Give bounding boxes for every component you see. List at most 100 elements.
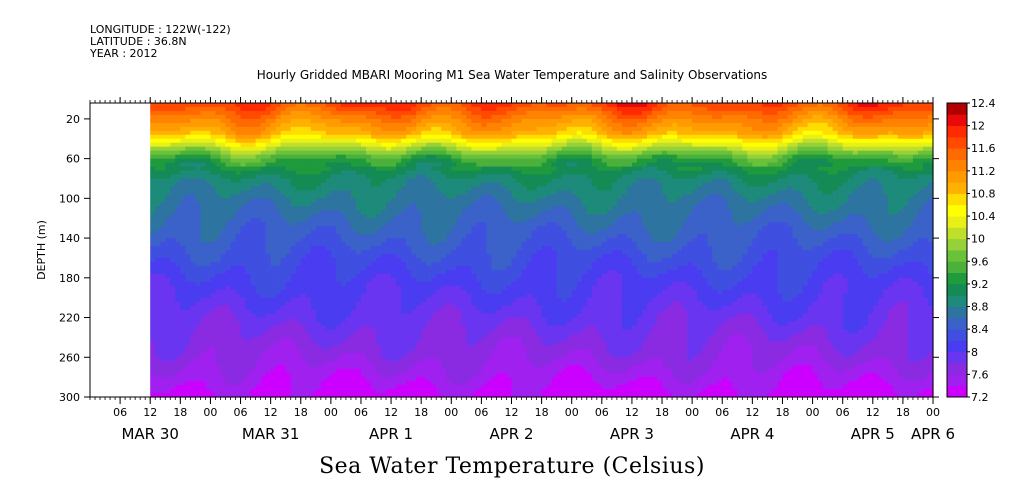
heatmap-cell xyxy=(476,158,482,164)
heatmap-cell xyxy=(175,250,181,255)
heatmap-cell xyxy=(350,190,357,195)
heatmap-cell xyxy=(411,130,417,136)
heatmap-cell xyxy=(180,250,186,255)
heatmap-cell xyxy=(325,154,332,160)
heatmap-cell xyxy=(250,142,257,148)
heatmap-cell xyxy=(260,297,267,303)
heatmap-cell xyxy=(255,166,262,172)
heatmap-cell xyxy=(411,265,417,271)
heatmap-cell xyxy=(456,309,462,315)
heatmap-cell xyxy=(275,317,282,323)
heatmap-cell xyxy=(310,230,317,235)
heatmap-cell xyxy=(416,317,422,323)
heatmap-cell xyxy=(396,257,402,263)
heatmap-cell xyxy=(260,166,267,172)
heatmap-cell xyxy=(230,186,237,191)
heatmap-cell xyxy=(195,194,201,199)
heatmap-cell xyxy=(230,214,237,219)
heatmap-cell xyxy=(456,285,462,291)
heatmap-cell xyxy=(320,253,327,259)
heatmap-cell xyxy=(230,198,237,203)
heatmap-cell xyxy=(215,250,222,255)
heatmap-cell xyxy=(345,226,352,231)
heatmap-cell xyxy=(441,281,447,287)
heatmap-cell xyxy=(300,281,307,287)
heatmap-cell xyxy=(340,250,347,255)
heatmap-cell xyxy=(270,273,277,279)
heatmap-cell xyxy=(371,261,377,267)
heatmap-cell xyxy=(245,226,252,231)
heatmap-cell xyxy=(220,361,227,366)
heatmap-cell xyxy=(280,341,287,346)
heatmap-cell xyxy=(195,333,201,338)
heatmap-cell xyxy=(215,210,222,215)
heatmap-cell xyxy=(160,103,166,108)
heatmap-cell xyxy=(456,257,462,263)
heatmap-cell xyxy=(255,261,262,267)
heatmap-cell xyxy=(340,198,347,203)
heatmap-cell xyxy=(386,246,392,251)
heatmap-cell xyxy=(335,313,342,319)
heatmap-cell xyxy=(350,385,357,390)
heatmap-cell xyxy=(431,305,437,311)
heatmap-cell xyxy=(175,106,181,112)
heatmap-cell xyxy=(295,313,302,319)
heatmap-cell xyxy=(486,130,493,136)
heatmap-cell xyxy=(260,238,267,243)
heatmap-cell xyxy=(376,158,382,164)
heatmap-cell xyxy=(290,110,297,116)
heatmap-cell xyxy=(376,238,382,243)
heatmap-cell xyxy=(446,329,452,335)
heatmap-cell xyxy=(391,226,397,231)
heatmap-cell xyxy=(160,269,166,275)
heatmap-cell xyxy=(421,269,427,275)
heatmap-cell xyxy=(456,194,462,199)
heatmap-cell xyxy=(481,317,488,323)
heatmap-cell xyxy=(355,134,362,140)
heatmap-cell xyxy=(330,393,337,398)
heatmap-cell xyxy=(411,393,417,398)
heatmap-cell xyxy=(195,186,201,191)
heatmap-cell xyxy=(386,142,392,148)
heatmap-cell xyxy=(210,186,217,191)
heatmap-cell xyxy=(416,202,422,207)
heatmap-cell xyxy=(310,257,317,263)
heatmap-cell xyxy=(396,341,402,346)
heatmap-cell xyxy=(345,218,352,223)
heatmap-cell xyxy=(365,293,372,299)
heatmap-cell xyxy=(300,246,307,251)
heatmap-cell xyxy=(386,373,392,378)
heatmap-cell xyxy=(340,166,347,172)
heatmap-cell xyxy=(210,206,217,211)
heatmap-cell xyxy=(320,301,327,307)
heatmap-cell xyxy=(170,150,176,156)
heatmap-cell xyxy=(401,146,407,152)
heatmap-cell xyxy=(330,325,337,331)
heatmap-cell xyxy=(315,134,322,140)
heatmap-cell xyxy=(466,134,472,140)
heatmap-cell xyxy=(210,218,217,223)
heatmap-cell xyxy=(225,226,232,231)
heatmap-cell xyxy=(170,246,176,251)
heatmap-cell xyxy=(446,194,452,199)
heatmap-cell xyxy=(365,257,372,263)
heatmap-cell xyxy=(476,349,482,354)
heatmap-cell xyxy=(285,257,292,263)
heatmap-cell xyxy=(310,349,317,354)
heatmap-cell xyxy=(220,285,227,291)
heatmap-cell xyxy=(476,186,482,191)
heatmap-cell xyxy=(295,118,302,124)
heatmap-cell xyxy=(290,103,297,108)
heatmap-cell xyxy=(185,349,191,354)
heatmap-cell xyxy=(481,222,488,227)
heatmap-cell xyxy=(411,142,417,148)
heatmap-cell xyxy=(431,130,437,136)
heatmap-cell xyxy=(200,186,207,191)
heatmap-cell xyxy=(250,377,257,382)
heatmap-cell xyxy=(376,309,382,315)
heatmap-cell xyxy=(381,285,387,291)
heatmap-cell xyxy=(255,134,262,140)
heatmap-cell xyxy=(436,349,442,354)
heatmap-cell xyxy=(451,182,457,188)
heatmap-cell xyxy=(270,349,277,354)
